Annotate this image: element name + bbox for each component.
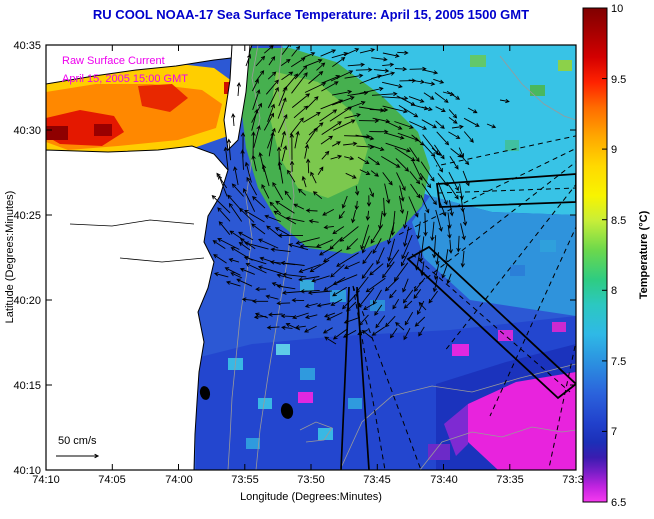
colorbar-tick-label: 9	[611, 144, 617, 156]
y-tick-label: 40:10	[13, 465, 41, 477]
x-tick-label: 74:10	[32, 474, 60, 486]
scale-arrow	[56, 453, 100, 459]
x-tick-label: 73:50	[297, 474, 325, 486]
y-axis-label: Latitude (Degrees:Minutes)	[4, 191, 16, 324]
y-tick-label: 40:35	[13, 40, 41, 52]
colorbar-tick-label: 8.5	[611, 215, 626, 227]
x-tick-label: 73:3	[562, 474, 583, 486]
x-axis-label: Longitude (Degrees:Minutes)	[240, 491, 382, 503]
y-tick-label: 40:30	[13, 125, 41, 137]
x-tick-label: 73:55	[231, 474, 259, 486]
colorbar-tick-label: 9.5	[611, 74, 626, 86]
station-dots	[199, 386, 294, 419]
land-coastline	[46, 45, 253, 470]
colorbar-tick-label: 8	[611, 285, 617, 297]
annotation-current-time: April 15, 2005 15:00 GMT	[62, 73, 188, 85]
x-tick-label: 74:00	[165, 474, 193, 486]
x-tick-label: 73:40	[430, 474, 458, 486]
x-tick-label: 73:45	[363, 474, 391, 486]
current-vector-arrows	[211, 45, 510, 345]
colorbar-tick-label: 7	[611, 426, 617, 438]
y-tick-label: 40:25	[13, 210, 41, 222]
figure-title: RU COOL NOAA-17 Sea Surface Temperature:…	[93, 7, 529, 22]
annotation-current-title: Raw Surface Current	[62, 55, 165, 67]
axis-tick-marks	[45, 44, 577, 471]
colorbar	[582, 7, 608, 503]
colorbar-tick-label: 7.5	[611, 356, 626, 368]
colorbar-tick-label: 10	[611, 3, 623, 15]
map-area	[46, 45, 576, 470]
colorbar-tick-marks	[602, 7, 607, 503]
scale-label: 50 cm/s	[58, 435, 97, 447]
radar-beam-lines	[340, 135, 576, 470]
colorbar-tick-label: 6.5	[611, 497, 626, 509]
y-tick-label: 40:20	[13, 295, 41, 307]
x-tick-label: 74:05	[98, 474, 126, 486]
colorbar-label: Temperature (°C)	[638, 210, 650, 299]
y-tick-label: 40:15	[13, 380, 41, 392]
x-tick-label: 73:35	[496, 474, 524, 486]
